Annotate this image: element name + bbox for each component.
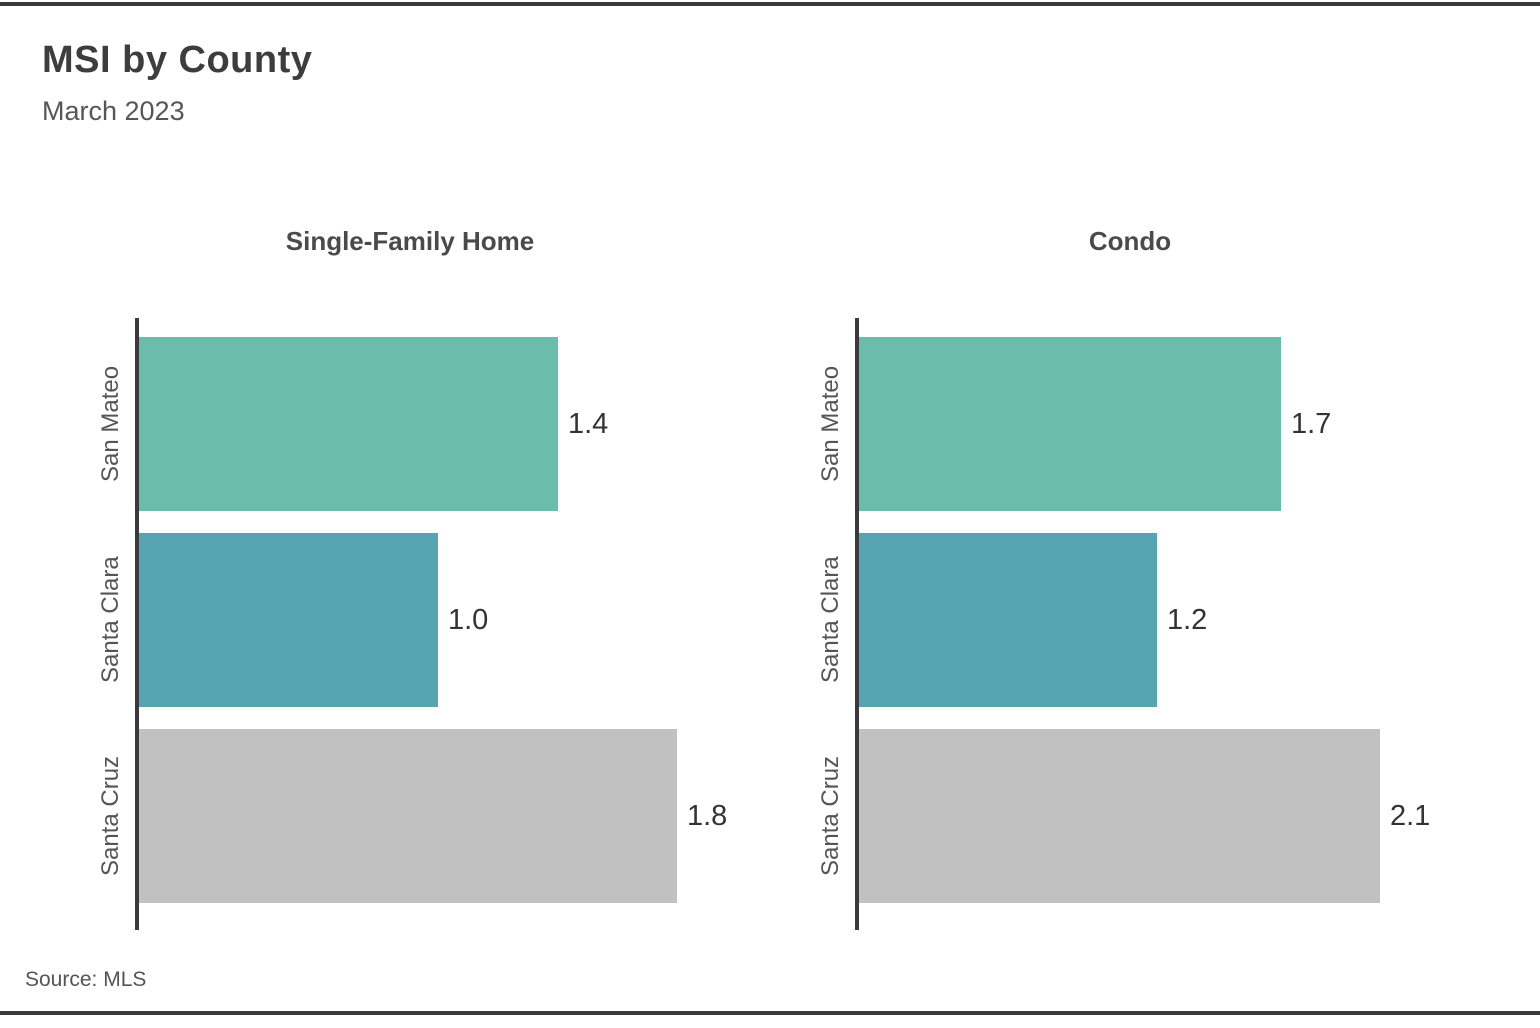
category-label: Santa Cruz (817, 755, 844, 877)
chart-title-single-family: Single-Family Home (285, 226, 535, 256)
top-border-line (0, 2, 1540, 6)
bar (859, 533, 1157, 707)
bar-row: San Mateo 1.7 (817, 337, 1435, 511)
category-label: San Mateo (97, 365, 124, 483)
page-subtitle: March 2023 (42, 95, 185, 126)
bar-row: Santa Clara 1.2 (817, 533, 1435, 707)
value-label: 1.0 (448, 603, 489, 636)
value-label: 1.4 (568, 407, 609, 440)
category-label: San Mateo (817, 365, 844, 483)
bar-row: Santa Clara 1.0 (97, 533, 715, 707)
plot-area-single-family: San Mateo 1.4 Santa Clara 1.0 Santa Cruz 1.8 (97, 318, 727, 930)
chart-condo: Condo San Mateo 1.7 Santa Clara 1.2 Santa Cr… (817, 225, 1435, 930)
value-label: 1.7 (1291, 407, 1332, 440)
chart-single-family-home: Single-Family Home San Mateo 1.4 Santa Cla… (97, 225, 727, 930)
bar-row: Santa Cruz 1.8 (97, 729, 727, 903)
bar-row: San Mateo 1.4 (97, 337, 715, 511)
category-label: Santa Clara (817, 556, 844, 684)
report-header: MSI by County March 2023 (42, 39, 313, 127)
bar-rows: San Mateo 1.7 Santa Clara 1.2 Santa Cruz 2.1 (817, 337, 1435, 903)
bar (139, 729, 677, 903)
bar (859, 729, 1380, 903)
bar (859, 337, 1281, 511)
page-title: MSI by County (42, 39, 313, 81)
value-label: 1.2 (1167, 603, 1208, 636)
bar-rows: San Mateo 1.4 Santa Clara 1.0 Santa Cruz 1.8 (97, 337, 727, 903)
bottom-border-line (0, 1011, 1540, 1015)
y-axis-line (855, 318, 859, 930)
y-axis-line (135, 318, 139, 930)
bar (139, 337, 558, 511)
bar (139, 533, 438, 707)
value-label: 1.8 (687, 799, 728, 832)
source-note: Source: MLS (25, 968, 147, 991)
category-label: Santa Clara (97, 556, 124, 684)
value-label: 2.1 (1390, 799, 1431, 832)
category-label: Santa Cruz (97, 755, 124, 877)
chart-title-condo: Condo (1088, 226, 1172, 256)
plot-area-condo: San Mateo 1.7 Santa Clara 1.2 Santa Cruz 2.1 (817, 318, 1435, 930)
bar-row: Santa Cruz 2.1 (817, 729, 1435, 903)
